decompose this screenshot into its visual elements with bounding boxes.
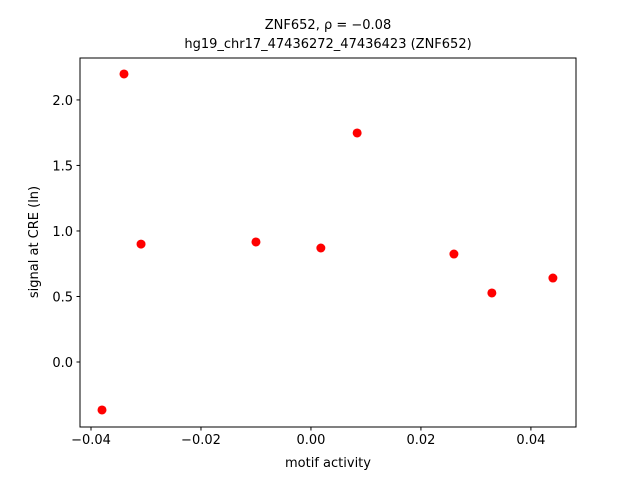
point [316, 243, 326, 253]
y-tick-label: 0.5 [52, 290, 73, 305]
x-axis-label: motif activity [285, 456, 371, 471]
y-tick-label: 1.0 [52, 225, 73, 240]
x-tick-label: 0.02 [406, 433, 435, 448]
point [136, 239, 146, 249]
point [251, 237, 261, 247]
point [548, 273, 558, 283]
x-tick-label: 0.04 [516, 433, 545, 448]
point [487, 288, 497, 298]
plot-frame [79, 57, 577, 428]
chart-title: ZNF652, ρ = −0.08 [265, 18, 391, 33]
point [449, 249, 459, 259]
point [97, 405, 107, 415]
point [119, 69, 129, 79]
x-tick-label: −0.04 [71, 433, 111, 448]
chart-subtitle: hg19_chr17_47436272_47436423 (ZNF652) [184, 37, 471, 52]
y-tick-label: 0.0 [52, 356, 73, 371]
point [352, 128, 362, 138]
y-tick-label: 2.0 [52, 94, 73, 109]
x-tick-label: 0.00 [296, 433, 325, 448]
y-tick-label: 1.5 [52, 159, 73, 174]
y-axis-label: signal at CRE (ln) [27, 186, 42, 298]
x-tick-label: −0.02 [181, 433, 221, 448]
